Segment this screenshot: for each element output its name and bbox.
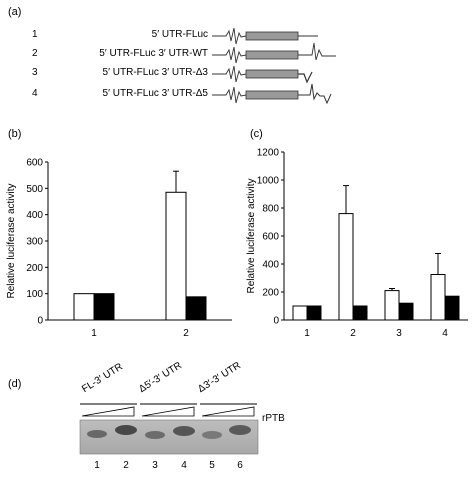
gel-lane-4-label: 4 <box>181 460 187 471</box>
gel-group-2-wedge <box>141 406 195 417</box>
construct-2-number: 2 <box>32 48 38 59</box>
chart-c-ytick-label-3: 600 <box>262 232 279 243</box>
construct-3-name: 5′ UTR-FLuc 3′ UTR-Δ3 <box>102 67 208 78</box>
gel-band-lane-4 <box>173 426 195 436</box>
chart-c-bar-2-black <box>352 305 368 321</box>
gel-group-1-wedge <box>81 406 135 417</box>
chart-b-ytick-label-1: 100 <box>26 289 43 300</box>
construct-3-3utr-structure <box>298 71 313 84</box>
construct-2-fluc-box <box>245 50 299 60</box>
construct-4-fluc-box <box>245 90 299 100</box>
gel-group-3-wedge <box>201 406 255 417</box>
chart-c-category-label-3: 3 <box>396 328 402 339</box>
chart-c: Relative luciferase activity 0 200 400 600 80… <box>246 148 468 339</box>
construct-1-fluc-box <box>245 31 299 41</box>
chart-b-bar-2-black <box>185 296 207 321</box>
gel-band-lane-6 <box>229 425 251 435</box>
construct-3-5utr-structure <box>212 65 247 83</box>
construct-1-number: 1 <box>32 29 38 40</box>
chart-c-bar-3-white <box>384 290 400 321</box>
construct-diagrams <box>212 27 336 105</box>
chart-c-ytick-label-4: 800 <box>262 204 279 215</box>
panel-label-c: (c) <box>250 128 263 140</box>
chart-c-ytick-label-1: 200 <box>262 288 279 299</box>
gel-lane-1-label: 1 <box>94 460 100 471</box>
construct-4-name: 5′ UTR-FLuc 3′ UTR-Δ5 <box>102 88 208 99</box>
chart-b-bar-1-black <box>93 293 115 321</box>
chart-b-category-label-2: 2 <box>183 328 189 339</box>
chart-c-ytick-label-0: 0 <box>273 316 279 327</box>
construct-4-diagram <box>212 83 332 105</box>
gel-band-lane-3 <box>145 431 165 439</box>
gel-lane-2-label: 2 <box>123 460 129 471</box>
chart-b-ytick-label-2: 200 <box>26 263 43 274</box>
gel-band-lane-5 <box>202 431 222 439</box>
chart-c-category-label-4: 4 <box>442 328 448 339</box>
chart-b: Relative luciferase activity 0 100 200 300 40… <box>6 158 232 339</box>
gel-lane-5-label: 5 <box>209 460 215 471</box>
gel-group-3-label: Δ3′-3′ UTR <box>196 360 243 395</box>
gel-image <box>79 419 259 455</box>
chart-b-ytick-label-4: 400 <box>26 210 43 221</box>
chart-c-bar-4-white <box>430 274 446 321</box>
construct-3-diagram <box>212 65 313 84</box>
chart-c-category-label-2: 2 <box>350 328 356 339</box>
gel-side-label: rPTB <box>262 413 285 424</box>
gel-group-1-label: FL-3′ UTR <box>80 361 125 395</box>
chart-c-ytick-label-6: 1200 <box>257 148 280 159</box>
chart-b-ytick-label-3: 300 <box>26 237 43 248</box>
chart-c-bar-4-black <box>444 295 460 321</box>
construct-4-number: 4 <box>32 88 38 99</box>
gel-band-lane-1 <box>87 430 107 438</box>
construct-2-name: 5′ UTR-FLuc 3′ UTR-WT <box>99 48 208 59</box>
chart-b-bar-2-white <box>165 191 187 321</box>
gel-figure: rPTB 1 2 3 4 5 6 <box>79 403 285 471</box>
construct-4-5utr-structure <box>212 86 247 104</box>
chart-c-ytick-label-5: 1000 <box>257 176 280 187</box>
gel-group-2-label: Δ5′-3′ UTR <box>137 360 184 395</box>
chart-b-ytick-label-6: 600 <box>26 158 43 169</box>
chart-b-ytick-label-5: 500 <box>26 184 43 195</box>
panel-label-d: (d) <box>8 378 22 390</box>
chart-c-bar-1-white <box>292 305 308 321</box>
panel-label-a: (a) <box>8 6 22 18</box>
construct-4-3utr-structure <box>298 83 332 105</box>
chart-c-ylabel: Relative luciferase activity <box>246 178 257 293</box>
chart-c-ytick-label-2: 400 <box>262 260 279 271</box>
construct-1-5utr-structure <box>212 27 247 45</box>
gel-band-lane-2 <box>115 425 137 435</box>
chart-b-ytick-label-0: 0 <box>37 316 43 327</box>
construct-3-number: 3 <box>32 67 38 78</box>
construct-1-diagram <box>212 27 318 45</box>
chart-c-bar-3-black <box>398 302 414 321</box>
chart-b-bar-1-white <box>73 293 95 321</box>
construct-1-name: 5′ UTR-FLuc <box>151 29 208 40</box>
chart-c-category-label-1: 1 <box>304 328 310 339</box>
chart-c-bar-1-black <box>306 305 322 321</box>
construct-2-diagram <box>212 42 336 64</box>
construct-2-3utr-structure <box>298 42 336 61</box>
construct-2-5utr-structure <box>212 46 247 64</box>
gel-bands <box>87 425 251 439</box>
chart-b-category-label-1: 1 <box>91 328 97 339</box>
chart-b-ylabel: Relative luciferase activity <box>6 183 17 298</box>
gel-lane-3-label: 3 <box>152 460 158 471</box>
construct-3-fluc-box <box>245 69 299 79</box>
chart-c-bar-2-white <box>338 213 354 321</box>
gel-lane-6-label: 6 <box>237 460 243 471</box>
panel-label-b: (b) <box>8 128 22 140</box>
